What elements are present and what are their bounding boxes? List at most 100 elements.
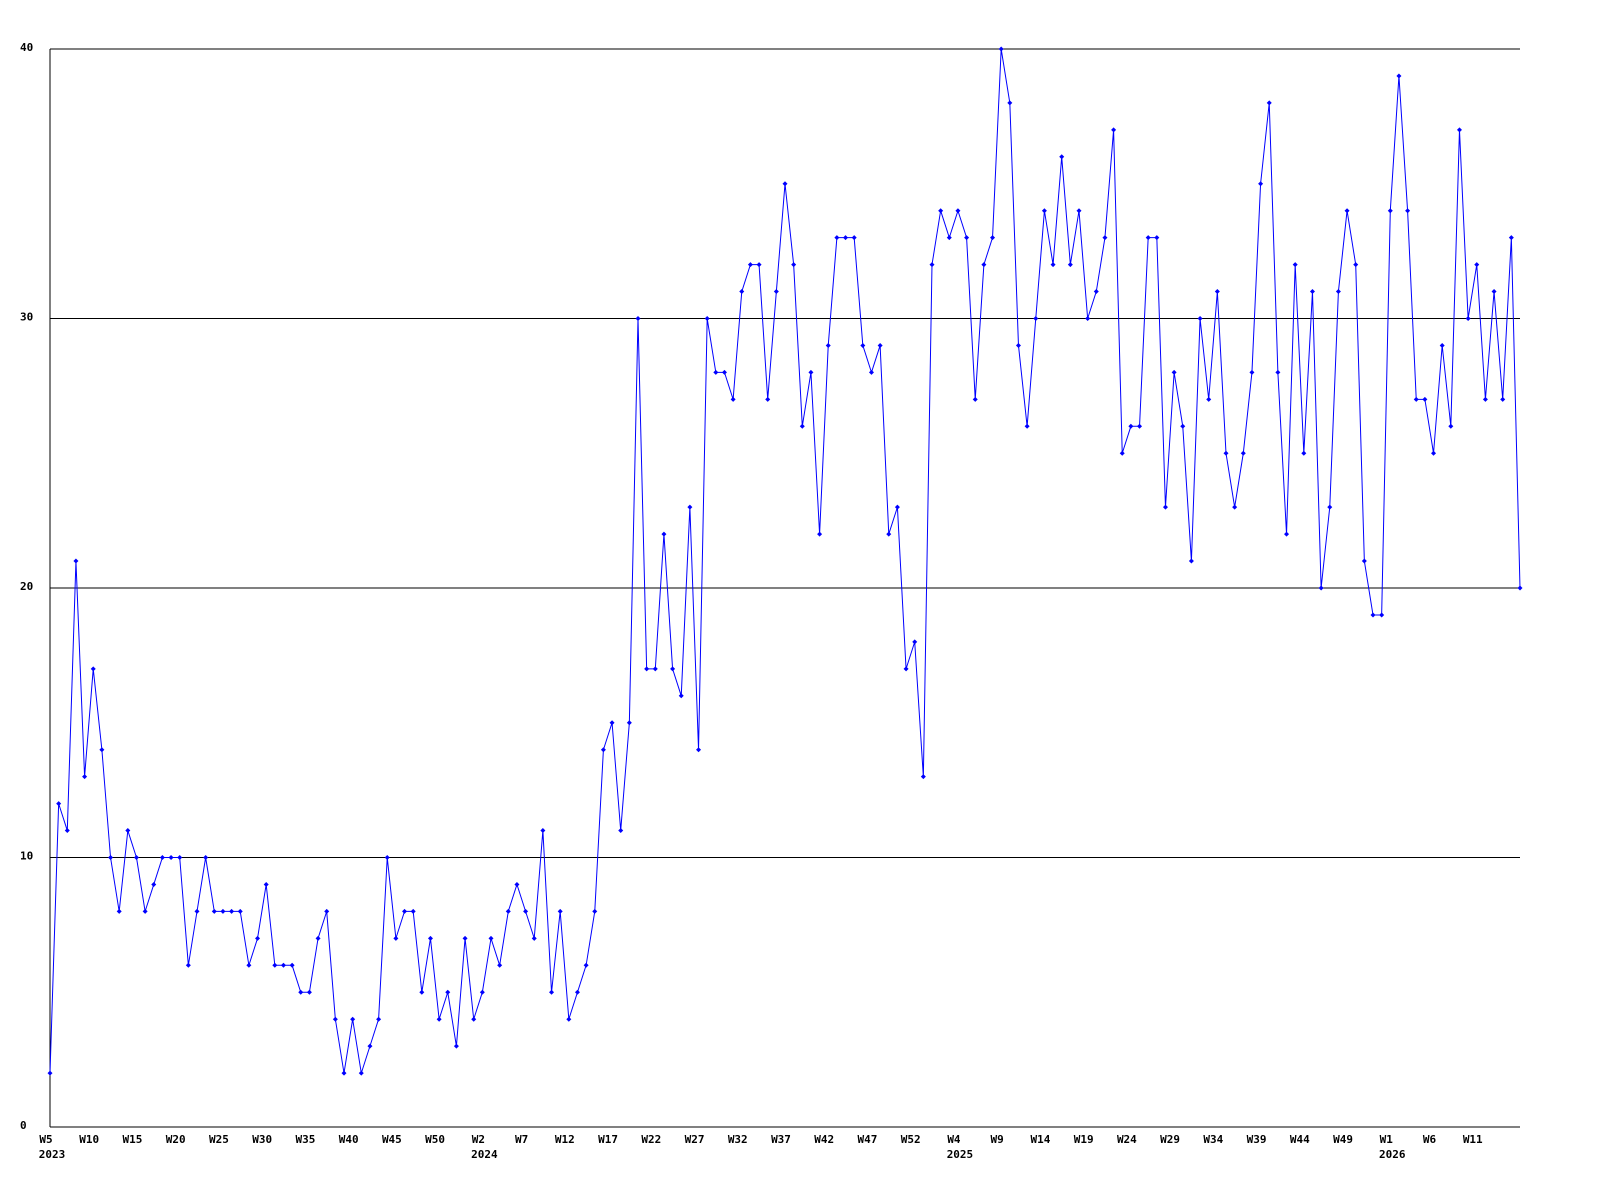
data-point: [1387, 208, 1393, 214]
data-point: [488, 935, 494, 941]
data-point: [419, 989, 425, 995]
data-point: [203, 855, 209, 860]
data-point: [739, 289, 745, 295]
data-point: [133, 855, 139, 860]
data-point: [851, 235, 857, 241]
x-tick-label: W44: [1290, 1133, 1310, 1146]
data-point: [696, 747, 702, 753]
y-tick-label: 20: [20, 580, 33, 593]
data-point: [1102, 235, 1108, 241]
x-tick-label: W5: [39, 1133, 52, 1146]
data-point: [549, 989, 555, 995]
data-point: [687, 504, 693, 510]
data-point: [1033, 316, 1039, 321]
data-point: [272, 962, 278, 968]
data-point: [393, 935, 399, 941]
data-point: [721, 369, 727, 375]
data-point: [376, 1016, 382, 1022]
data-point: [220, 908, 226, 914]
data-point: [82, 774, 88, 780]
data-point: [1422, 396, 1428, 402]
data-point: [194, 908, 200, 914]
data-point: [64, 828, 70, 834]
data-point: [497, 962, 503, 968]
data-point: [782, 181, 788, 187]
data-point: [1353, 262, 1359, 268]
data-point: [678, 693, 684, 699]
data-point: [1258, 181, 1264, 187]
data-point: [1405, 208, 1411, 214]
data-point: [255, 935, 261, 941]
data-point: [912, 639, 918, 645]
x-tick-label: W15: [123, 1133, 143, 1146]
x-tick-label: W35: [295, 1133, 315, 1146]
data-point: [938, 208, 944, 214]
data-point: [505, 908, 511, 914]
data-line: [49, 48, 1521, 1074]
x-tick-label: W12: [555, 1133, 575, 1146]
x-tick-label: W27: [685, 1133, 705, 1146]
data-point: [1491, 289, 1497, 295]
data-point: [1059, 154, 1065, 160]
data-point: [1015, 342, 1021, 348]
data-point: [773, 289, 779, 295]
y-tick-label: 40: [20, 41, 33, 54]
data-point: [661, 531, 667, 537]
data-point: [402, 908, 408, 914]
x-tick-label: W42: [814, 1133, 834, 1146]
data-point: [1275, 369, 1281, 375]
data-point: [367, 1043, 373, 1049]
data-point: [324, 908, 330, 914]
data-point: [289, 962, 295, 968]
x-tick-label: W29: [1160, 1133, 1180, 1146]
data-point: [1439, 342, 1445, 348]
data-point: [1214, 289, 1220, 295]
data-point: [644, 666, 650, 672]
data-point: [280, 962, 286, 968]
data-point: [574, 989, 580, 995]
data-point: [1093, 289, 1099, 295]
data-point: [765, 396, 771, 402]
data-point: [1327, 504, 1333, 510]
x-tick-label: W25: [209, 1133, 229, 1146]
data-point: [341, 1070, 347, 1076]
data-point: [730, 396, 736, 402]
x-tick-label: W37: [771, 1133, 791, 1146]
data-point: [237, 908, 243, 914]
data-point: [868, 369, 874, 375]
x-tick-label: W20: [166, 1133, 186, 1146]
data-point: [1041, 208, 1047, 214]
x-tick-label: W32: [728, 1133, 748, 1146]
x-tick-label: W50: [425, 1133, 445, 1146]
data-point: [1076, 208, 1082, 214]
data-point: [1465, 316, 1471, 321]
data-point: [972, 396, 978, 402]
data-point: [1171, 369, 1177, 375]
y-tick-label: 30: [20, 311, 33, 324]
data-point: [1456, 127, 1462, 133]
data-point: [1197, 316, 1203, 321]
data-point: [903, 666, 909, 672]
year-label: 2023: [39, 1148, 66, 1161]
data-point: [246, 962, 252, 968]
data-point: [791, 262, 797, 268]
data-point: [99, 747, 105, 753]
y-tick-label: 0: [20, 1119, 27, 1132]
data-point: [894, 504, 900, 510]
x-tick-label: W47: [858, 1133, 878, 1146]
data-point: [808, 369, 814, 375]
data-point: [90, 666, 96, 672]
data-point: [211, 908, 217, 914]
data-point: [1249, 369, 1255, 375]
data-point: [410, 908, 416, 914]
data-point: [635, 316, 641, 321]
data-point: [817, 531, 823, 537]
data-point: [600, 747, 606, 753]
data-point: [263, 881, 269, 887]
year-label: 2024: [471, 1148, 498, 1161]
x-tick-label: W11: [1463, 1133, 1483, 1146]
data-point: [523, 908, 529, 914]
data-point: [332, 1016, 338, 1022]
data-point: [1240, 450, 1246, 456]
data-point: [1206, 396, 1212, 402]
